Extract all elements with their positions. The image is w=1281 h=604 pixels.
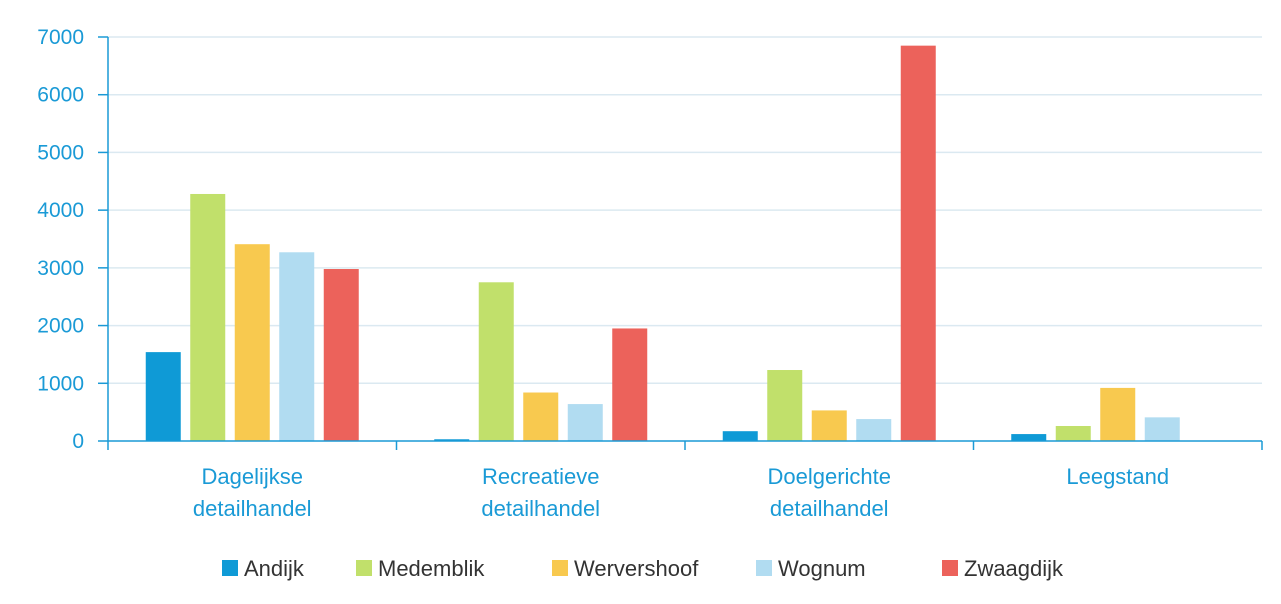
legend-label: Medemblik [378, 556, 485, 581]
bar-wervershoof [234, 244, 270, 441]
bar-wognum [1144, 417, 1180, 441]
bar-medemblik [767, 370, 803, 441]
bar-wognum [567, 404, 603, 441]
x-category-label: Dagelijkse [202, 464, 304, 489]
bar-zwaagdijk [612, 328, 648, 441]
x-axis-labels: Dagelijkse detailhandel Recreatieve detailh… [193, 464, 1169, 521]
bar-wognum [856, 419, 892, 441]
x-category-label: Leegstand [1066, 464, 1169, 489]
y-tick-label: 2000 [37, 315, 84, 338]
bar-wervershoof [523, 392, 559, 441]
bar-wervershoof [811, 410, 847, 441]
legend: Andijk Medemblik Wervershoof Wognum Zwaagdij… [222, 556, 1064, 581]
y-tick-label: 5000 [37, 141, 84, 164]
y-tick-label: 6000 [37, 84, 84, 107]
legend-swatch [756, 560, 772, 576]
bar-zwaagdijk [900, 45, 936, 442]
bar-wognum [279, 252, 315, 441]
legend-label: Andijk [244, 556, 305, 581]
x-category-label: detailhandel [770, 496, 889, 521]
y-tick-label: 1000 [37, 372, 84, 395]
legend-label: Zwaagdijk [964, 556, 1064, 581]
y-tick-label: 7000 [37, 26, 84, 49]
x-category-label: Recreatieve [482, 464, 599, 489]
bar-andijk [434, 439, 470, 441]
axes [98, 36, 1263, 450]
legend-label: Wognum [778, 556, 866, 581]
bar-zwaagdijk [323, 269, 359, 441]
bar-medemblik [190, 193, 226, 441]
x-category-label: detailhandel [193, 496, 312, 521]
bar-wervershoof [1100, 387, 1136, 441]
bar-andijk [145, 352, 181, 441]
bar-andijk [1011, 434, 1047, 441]
legend-swatch [942, 560, 958, 576]
y-tick-label: 3000 [37, 257, 84, 280]
legend-swatch [356, 560, 372, 576]
y-tick-label: 4000 [37, 199, 84, 222]
legend-label: Wervershoof [574, 556, 699, 581]
legend-swatch [222, 560, 238, 576]
bar-medemblik [1055, 425, 1091, 441]
y-axis-ticks: 0 1000 2000 3000 4000 5000 6000 7000 [37, 26, 84, 453]
bar-medemblik [478, 282, 514, 441]
y-tick-label: 0 [72, 430, 84, 453]
bar-andijk [722, 431, 758, 441]
legend-swatch [552, 560, 568, 576]
bars [145, 45, 1180, 442]
x-category-label: detailhandel [481, 496, 600, 521]
x-category-label: Doelgerichte [767, 464, 891, 489]
